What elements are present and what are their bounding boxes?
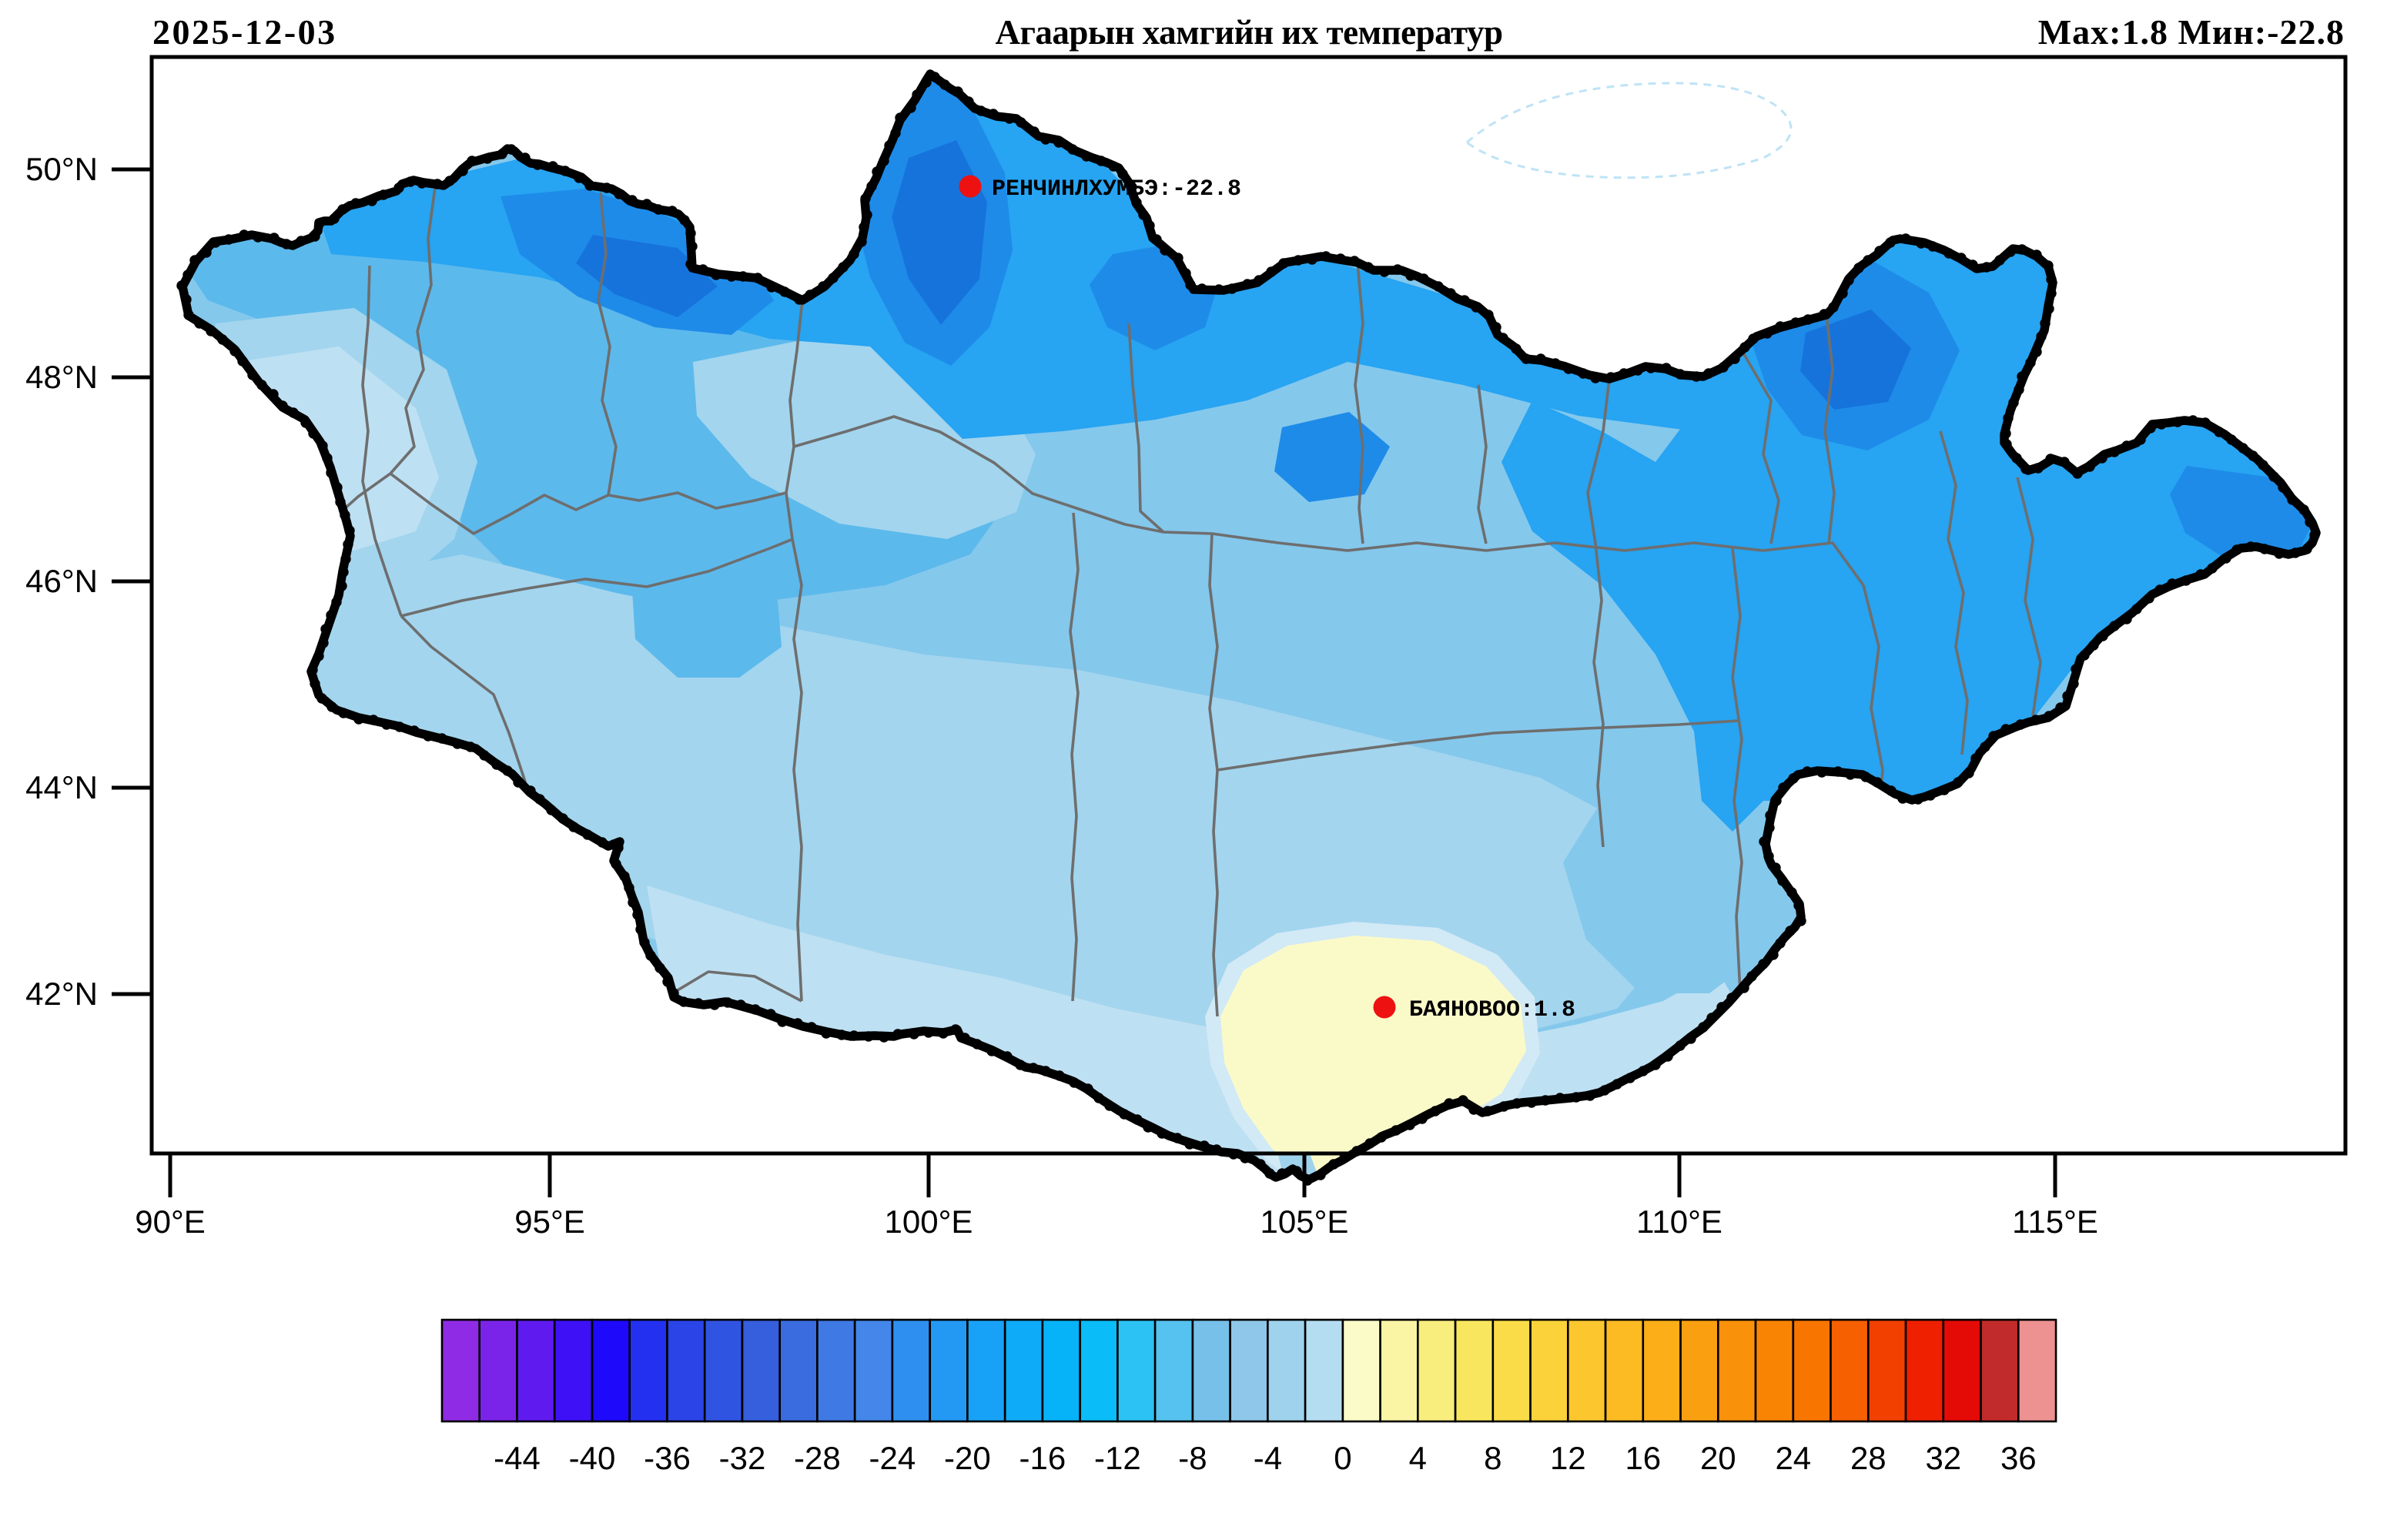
svg-text:115°E: 115°E — [2012, 1204, 2098, 1240]
svg-text:44°N: 44°N — [25, 769, 98, 805]
svg-text:42°N: 42°N — [25, 976, 98, 1012]
svg-text:БАЯНОВОО:1.8: БАЯНОВОО:1.8 — [1409, 997, 1575, 1023]
svg-text:-44: -44 — [494, 1440, 541, 1476]
svg-text:-24: -24 — [869, 1440, 916, 1476]
svg-text:РЕНЧИНЛХУМБЭ:-22.8: РЕНЧИНЛХУМБЭ:-22.8 — [992, 176, 1241, 203]
svg-text:-20: -20 — [944, 1440, 991, 1476]
svg-text:-40: -40 — [569, 1440, 616, 1476]
svg-text:100°E: 100°E — [885, 1204, 973, 1240]
svg-text:-12: -12 — [1094, 1440, 1141, 1476]
svg-text:4: 4 — [1409, 1440, 1427, 1476]
svg-text:16: 16 — [1625, 1440, 1661, 1476]
svg-text:-8: -8 — [1178, 1440, 1207, 1476]
svg-text:24: 24 — [1775, 1440, 1811, 1476]
svg-text:20: 20 — [1700, 1440, 1736, 1476]
svg-text:32: 32 — [1925, 1440, 1961, 1476]
svg-text:Max:1.8 Мин:-22.8: Max:1.8 Мин:-22.8 — [2038, 12, 2345, 52]
svg-text:-36: -36 — [644, 1440, 691, 1476]
svg-text:50°N: 50°N — [25, 151, 98, 187]
svg-text:48°N: 48°N — [25, 359, 98, 395]
svg-text:36: 36 — [2000, 1440, 2037, 1476]
svg-text:0: 0 — [1334, 1440, 1351, 1476]
svg-text:90°E: 90°E — [135, 1204, 206, 1240]
svg-text:2025-12-03: 2025-12-03 — [152, 12, 337, 52]
svg-text:110°E: 110°E — [1636, 1204, 1722, 1240]
svg-text:-32: -32 — [719, 1440, 766, 1476]
svg-text:28: 28 — [1850, 1440, 1886, 1476]
svg-text:46°N: 46°N — [25, 563, 98, 599]
svg-text:105°E: 105°E — [1260, 1204, 1349, 1240]
svg-text:-4: -4 — [1254, 1440, 1282, 1476]
svg-text:12: 12 — [1550, 1440, 1586, 1476]
svg-text:-16: -16 — [1019, 1440, 1066, 1476]
svg-text:Агаарын хамгийн их температур: Агаарын хамгийн их температур — [995, 13, 1502, 52]
svg-text:95°E: 95°E — [514, 1204, 585, 1240]
svg-text:8: 8 — [1484, 1440, 1502, 1476]
svg-text:-28: -28 — [794, 1440, 841, 1476]
